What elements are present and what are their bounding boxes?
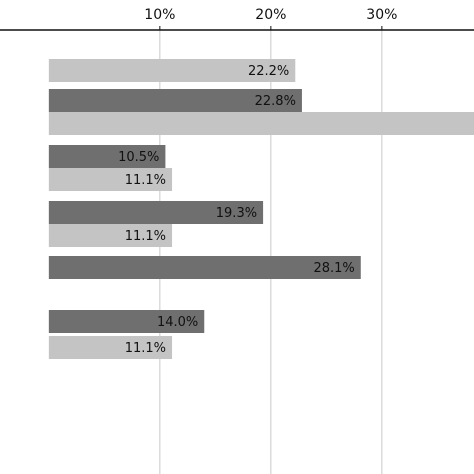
bar-value-label: 22.8% [255,94,296,109]
bar-dark-7 [48,256,361,279]
bar-value-label: 28.1% [313,261,354,276]
bar-value-label: 11.1% [125,341,166,356]
bars-layer [48,59,474,359]
bar-value-label: 11.1% [125,229,166,244]
bar-value-label: 22.2% [248,64,289,79]
bar-dark-5 [48,201,264,224]
bar-dark-3 [48,145,166,168]
bar-value-label: 19.3% [216,206,257,221]
bar-value-label: 10.5% [118,150,159,165]
bar-dark-8 [48,310,205,333]
x-tick-label: 10% [144,7,175,23]
bar-light-2 [48,112,474,135]
bar-light-6 [48,224,173,247]
x-tick-label: 30% [366,7,397,23]
x-tick-label: 20% [255,7,286,23]
bar-value-label: 14.0% [157,315,198,330]
labels-layer: 10% 20% 30% 22.2% 22.8% 10.5% 11.1% 19.3% 11.1% 2… [118,7,397,356]
bar-light-9 [48,336,173,359]
bar-light-4 [48,168,173,191]
bar-light-0 [48,59,296,82]
bar-value-label: 11.1% [125,173,166,188]
bar-dark-1 [48,89,302,112]
